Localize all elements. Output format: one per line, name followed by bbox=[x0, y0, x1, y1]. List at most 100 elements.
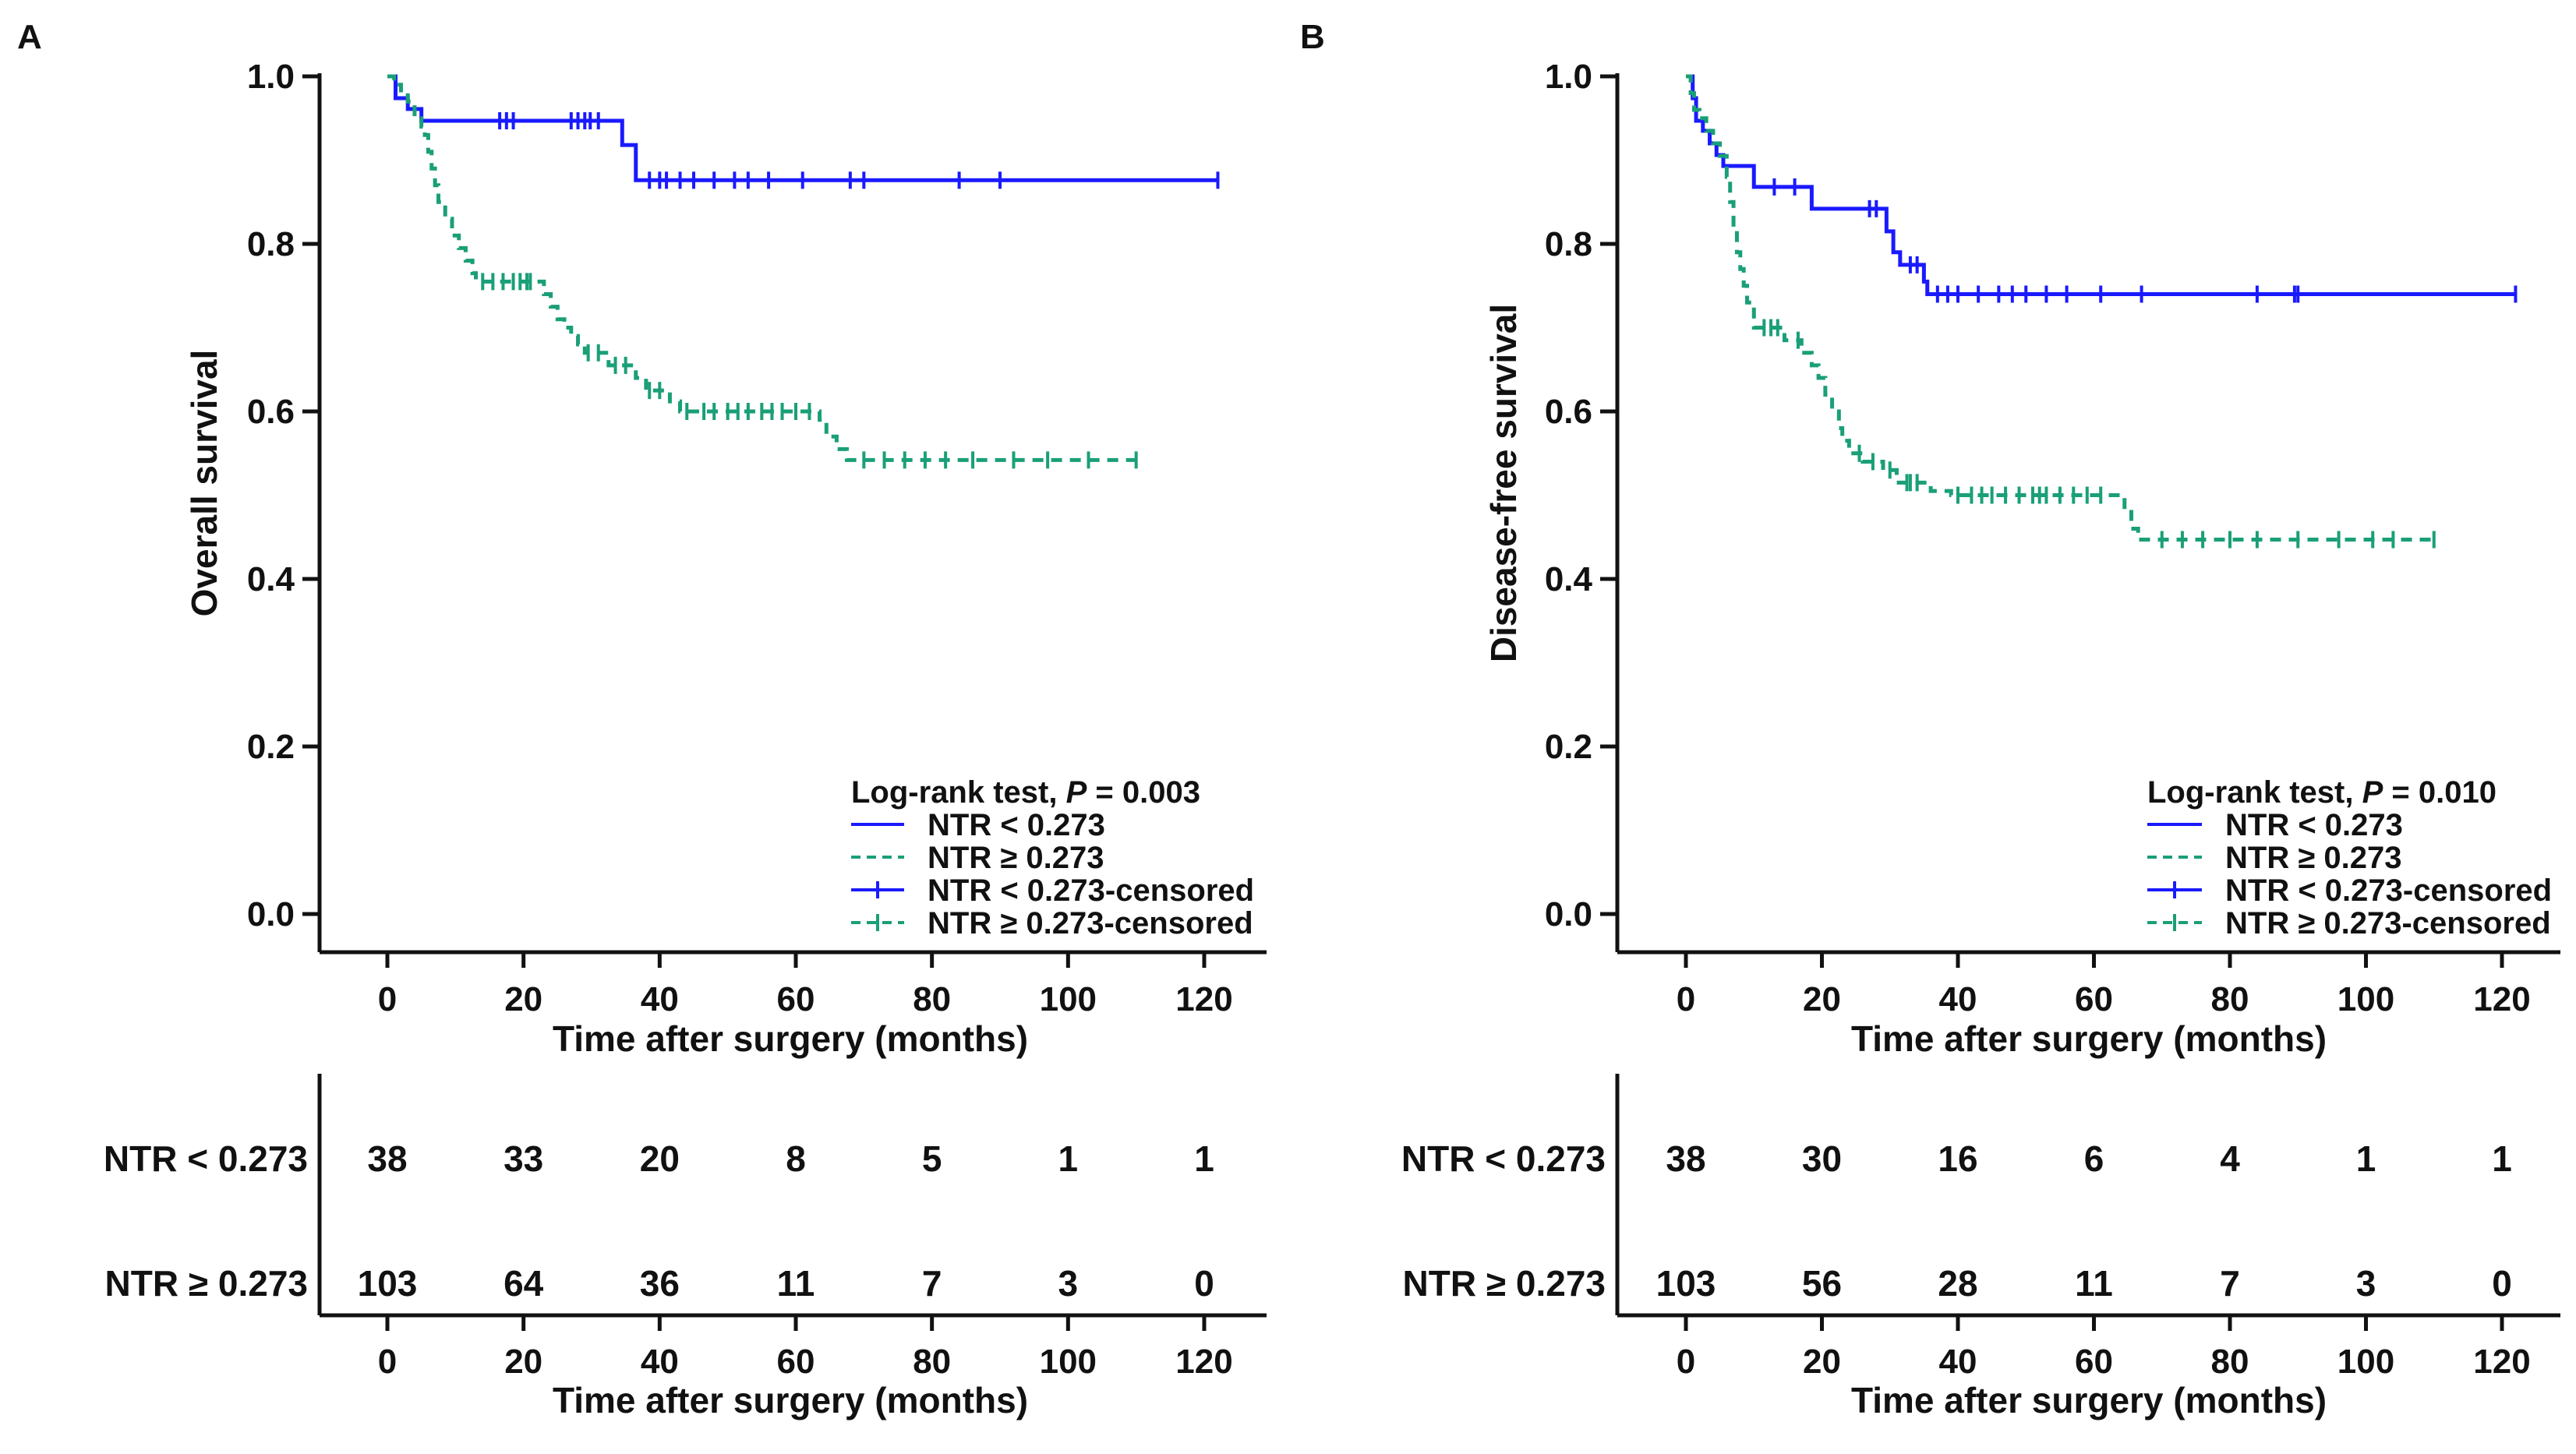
legend-entry: NTR ≥ 0.273-censored bbox=[928, 906, 1253, 941]
risk-x-tick-label: 120 bbox=[2473, 1343, 2530, 1381]
risk-x-tick-label: 0 bbox=[1677, 1343, 1695, 1381]
legend-test-label: Log-rank test, bbox=[2147, 775, 2362, 810]
y-axis-title: Overall survival bbox=[184, 350, 224, 617]
legend-test-line: Log-rank test, P = 0.010 bbox=[2147, 775, 2496, 810]
risk-count: 28 bbox=[1938, 1263, 1977, 1304]
risk-count: 7 bbox=[922, 1263, 942, 1304]
risk-count: 3 bbox=[1058, 1263, 1079, 1304]
risk-count: 8 bbox=[786, 1138, 806, 1179]
risk-count: 56 bbox=[1802, 1263, 1842, 1304]
x-tick-label: 100 bbox=[2337, 980, 2394, 1018]
risk-count: 0 bbox=[2492, 1263, 2512, 1304]
risk-count: 6 bbox=[2084, 1138, 2104, 1179]
risk-count: 1 bbox=[2356, 1138, 2376, 1179]
risk-row-label: NTR < 0.273 bbox=[1401, 1138, 1606, 1179]
survival-curve-low bbox=[1686, 74, 2516, 296]
legend-p-value: = 0.010 bbox=[2383, 775, 2496, 810]
risk-count: 38 bbox=[367, 1138, 407, 1179]
x-tick-label: 80 bbox=[913, 980, 951, 1018]
risk-count: 64 bbox=[504, 1263, 544, 1304]
risk-x-tick-label: 60 bbox=[2075, 1343, 2113, 1381]
risk-x-tick-label: 120 bbox=[1175, 1343, 1232, 1381]
x-tick-label: 40 bbox=[641, 980, 679, 1018]
risk-count: 7 bbox=[2220, 1263, 2240, 1304]
y-tick-label: 0.4 bbox=[247, 560, 295, 598]
legend-entry: NTR ≥ 0.273-censored bbox=[2225, 906, 2551, 941]
x-tick-label: 60 bbox=[2075, 980, 2113, 1018]
y-tick-label: 0.2 bbox=[247, 728, 295, 766]
x-tick-label: 120 bbox=[1175, 980, 1232, 1018]
risk-count: 33 bbox=[504, 1138, 543, 1179]
legend-p-label: P bbox=[1066, 775, 1087, 810]
risk-count: 0 bbox=[1194, 1263, 1214, 1304]
risk-count: 5 bbox=[922, 1138, 942, 1179]
legend-entry: NTR < 0.273-censored bbox=[2225, 873, 2552, 908]
risk-x-axis-title: Time after surgery (months) bbox=[1851, 1380, 2327, 1420]
legend-test-label: Log-rank test, bbox=[851, 775, 1066, 810]
y-tick-label: 1.0 bbox=[1545, 58, 1592, 96]
risk-count: 11 bbox=[2075, 1263, 2113, 1304]
legend-entry: NTR ≥ 0.273 bbox=[928, 841, 1104, 875]
legend-p-value: = 0.003 bbox=[1087, 775, 1200, 810]
x-tick-label: 0 bbox=[378, 980, 397, 1018]
risk-count: 3 bbox=[2356, 1263, 2376, 1304]
risk-x-tick-label: 100 bbox=[1040, 1343, 1097, 1381]
legend-test-line: Log-rank test, P = 0.003 bbox=[851, 775, 1200, 810]
y-axis-title: Disease-free survival bbox=[1483, 304, 1524, 662]
x-tick-label: 20 bbox=[1803, 980, 1841, 1018]
legend-entry: NTR ≥ 0.273 bbox=[2225, 841, 2401, 875]
risk-count: 103 bbox=[358, 1263, 418, 1304]
risk-count: 11 bbox=[777, 1263, 815, 1304]
risk-count: 30 bbox=[1802, 1138, 1842, 1179]
x-axis-title: Time after surgery (months) bbox=[553, 1018, 1028, 1059]
risk-x-tick-label: 100 bbox=[2337, 1343, 2394, 1381]
risk-x-tick-label: 40 bbox=[641, 1343, 679, 1381]
y-tick-label: 0.4 bbox=[1545, 560, 1593, 598]
risk-row-label: NTR ≥ 0.273 bbox=[105, 1263, 308, 1304]
risk-row-label: NTR ≥ 0.273 bbox=[1403, 1263, 1606, 1304]
panel-letter: B bbox=[1300, 18, 1325, 56]
legend-entry: NTR < 0.273 bbox=[928, 808, 1105, 842]
survival-curve-high bbox=[1686, 74, 2434, 542]
x-tick-label: 0 bbox=[1677, 980, 1695, 1018]
risk-count: 36 bbox=[640, 1263, 680, 1304]
risk-x-tick-label: 20 bbox=[504, 1343, 542, 1381]
risk-count: 16 bbox=[1938, 1138, 1977, 1179]
risk-x-tick-label: 0 bbox=[378, 1343, 397, 1381]
y-tick-label: 0.0 bbox=[1545, 895, 1592, 933]
risk-x-tick-label: 80 bbox=[2211, 1343, 2249, 1381]
risk-row-label: NTR < 0.273 bbox=[104, 1138, 308, 1179]
risk-count: 38 bbox=[1666, 1138, 1705, 1179]
panel-letter: A bbox=[17, 18, 42, 56]
survival-curve-high bbox=[387, 74, 1136, 462]
risk-count: 20 bbox=[640, 1138, 680, 1179]
risk-count: 1 bbox=[2492, 1138, 2512, 1179]
x-tick-label: 20 bbox=[504, 980, 542, 1018]
risk-x-tick-label: 40 bbox=[1939, 1343, 1977, 1381]
risk-x-tick-label: 60 bbox=[777, 1343, 815, 1381]
x-tick-label: 100 bbox=[1040, 980, 1097, 1018]
y-tick-label: 1.0 bbox=[247, 58, 295, 96]
risk-x-tick-label: 20 bbox=[1803, 1343, 1841, 1381]
y-tick-label: 0.8 bbox=[1545, 225, 1592, 263]
x-axis-title: Time after surgery (months) bbox=[1851, 1018, 2327, 1059]
y-tick-label: 0.2 bbox=[1545, 728, 1592, 766]
x-tick-label: 80 bbox=[2211, 980, 2249, 1018]
risk-count: 4 bbox=[2220, 1138, 2240, 1179]
y-tick-label: 0.0 bbox=[247, 895, 295, 933]
risk-count: 1 bbox=[1194, 1138, 1214, 1179]
legend-entry: NTR < 0.273-censored bbox=[928, 873, 1254, 908]
risk-count: 103 bbox=[1656, 1263, 1716, 1304]
y-tick-label: 0.6 bbox=[1545, 393, 1592, 431]
legend-p-label: P bbox=[2362, 775, 2383, 810]
risk-count: 1 bbox=[1058, 1138, 1079, 1179]
x-tick-label: 60 bbox=[777, 980, 815, 1018]
y-tick-label: 0.6 bbox=[247, 393, 295, 431]
risk-x-axis-title: Time after surgery (months) bbox=[553, 1380, 1028, 1420]
risk-x-tick-label: 80 bbox=[913, 1343, 951, 1381]
legend-entry: NTR < 0.273 bbox=[2225, 808, 2403, 842]
x-tick-label: 40 bbox=[1939, 980, 1977, 1018]
